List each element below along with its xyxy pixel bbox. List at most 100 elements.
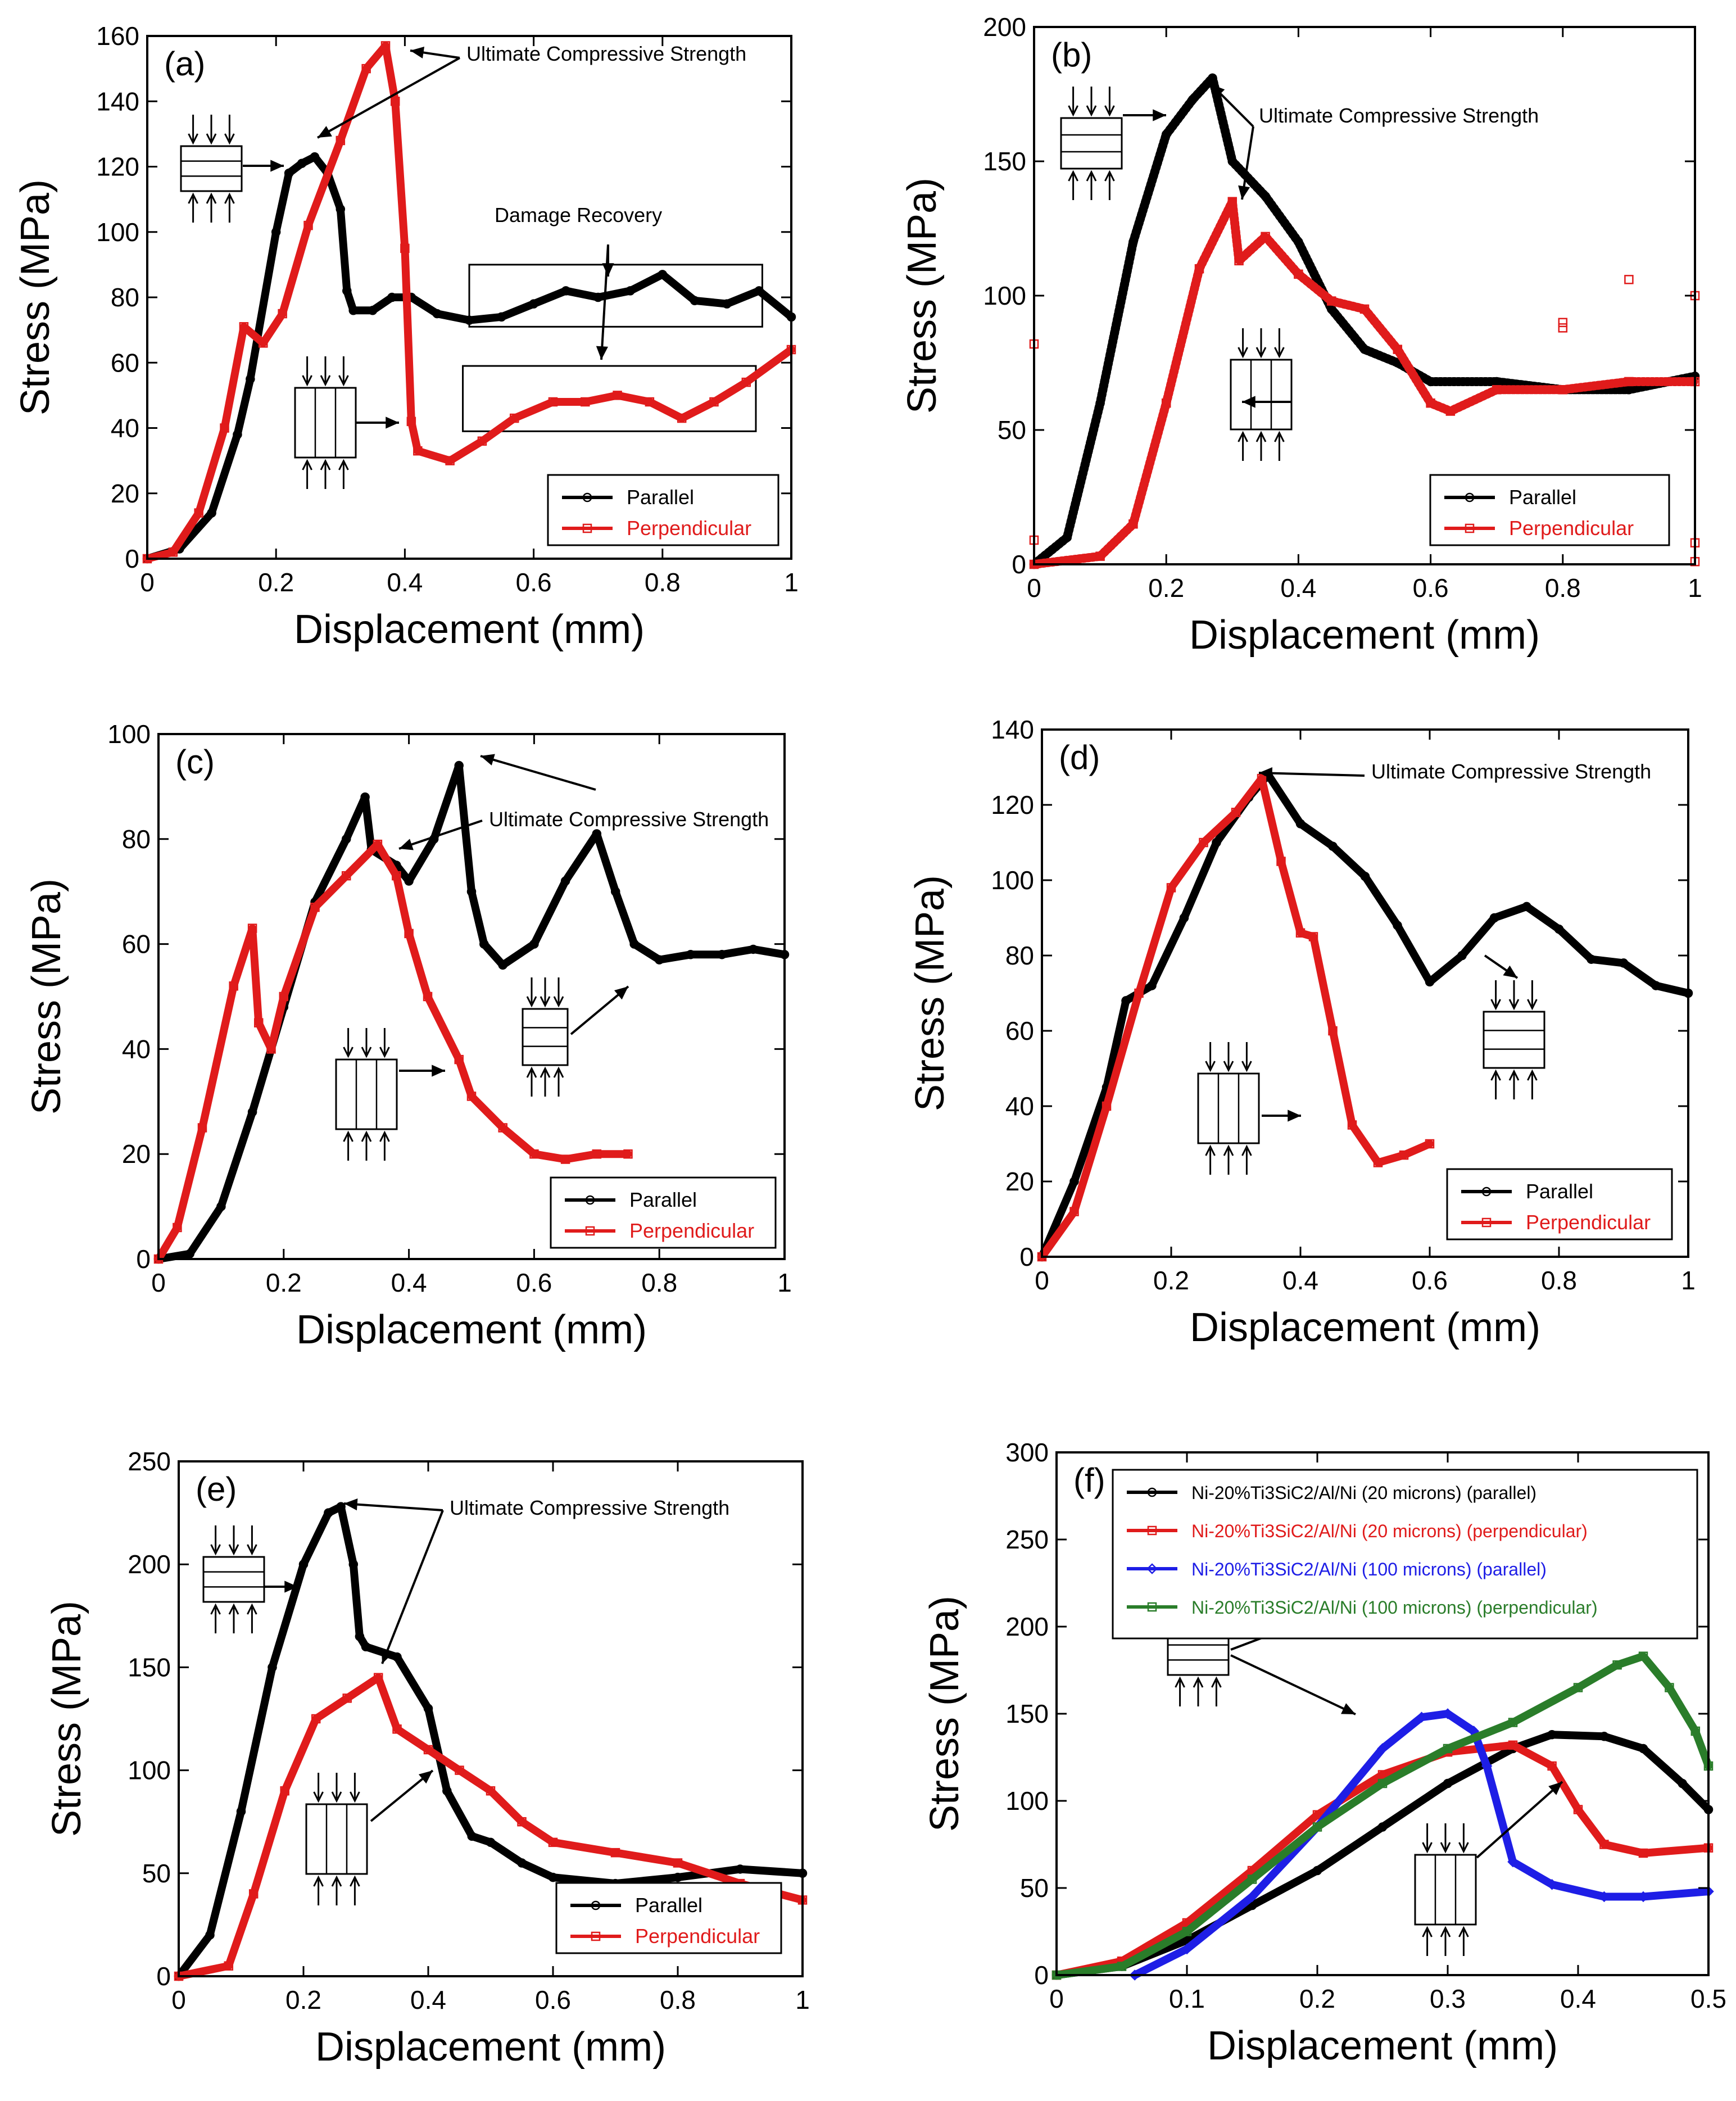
data-marker	[1690, 1726, 1701, 1736]
x-axis-label: Displacement (mm)	[296, 1307, 647, 1352]
arrowhead	[1259, 767, 1273, 780]
data-marker	[1587, 954, 1596, 964]
x-tick-label: 0.3	[1430, 1984, 1466, 2013]
panel-label: (f)	[1073, 1461, 1105, 1499]
chart-panel-c: 0 0.2 0.4 0.6 0.8 1 0 20 40 60 80 100 Displacement (…	[24, 719, 792, 1352]
data-marker	[348, 1559, 359, 1569]
x-tick-label: 0.6	[1412, 1266, 1448, 1295]
arrowhead	[228, 1544, 239, 1556]
data-marker	[560, 876, 570, 886]
data-marker	[404, 876, 414, 886]
data-marker	[658, 270, 668, 279]
arrowhead	[1086, 105, 1097, 117]
data-marker	[1599, 1732, 1609, 1741]
x-tick-label: 0	[171, 1985, 186, 2014]
arrowhead	[1153, 109, 1166, 121]
arrowhead	[1104, 105, 1115, 117]
data-marker	[1069, 1176, 1079, 1187]
arrowhead	[1440, 1926, 1451, 1937]
data-marker	[361, 64, 371, 74]
arrowhead	[361, 1047, 372, 1058]
plot-frame	[157, 733, 786, 1260]
annotation-arrow	[398, 819, 483, 850]
data-marker	[1347, 1120, 1357, 1130]
x-tick-label: 0	[1027, 573, 1041, 603]
data-marker	[280, 1786, 289, 1796]
series-line-ni-20-ti3sic2-al-ni-20-microns-parallel-	[1053, 1731, 1712, 1979]
x-tick-label: 0.2	[285, 1985, 321, 2014]
data-marker	[355, 1632, 365, 1641]
data-marker	[1425, 977, 1435, 987]
data-marker	[1489, 913, 1499, 923]
y-tick-label: 40	[122, 1034, 151, 1063]
data-marker	[1121, 996, 1131, 1006]
data-marker	[1231, 808, 1241, 817]
chart-panel-f: 0 0.1 0.2 0.3 0.4 0.5 0 50 100 150 200 250 300 Displa…	[922, 1438, 1726, 2068]
data-marker	[625, 286, 635, 296]
data-marker	[686, 950, 696, 959]
data-marker	[248, 1889, 259, 1899]
data-marker	[497, 312, 506, 322]
y-tick-label: 50	[998, 415, 1026, 445]
data-marker	[722, 299, 732, 309]
arrowhead	[318, 126, 332, 138]
legend-label: Perpendicular	[635, 1925, 760, 1948]
data-marker	[373, 839, 383, 849]
arrowhead	[350, 1791, 360, 1803]
data-marker	[591, 1900, 601, 1910]
legend-box	[1429, 474, 1670, 546]
data-marker	[1295, 928, 1306, 938]
data-marker	[279, 991, 289, 1002]
data-marker	[1161, 398, 1171, 408]
arrowhead	[526, 1066, 537, 1078]
y-tick-label: 100	[96, 218, 139, 247]
data-marker	[629, 939, 639, 949]
x-tick-label: 0.4	[1282, 1266, 1318, 1295]
arrowhead	[1548, 1782, 1562, 1795]
data-marker	[1442, 1708, 1453, 1719]
specimen-schematic-icon	[305, 1773, 368, 1905]
data-marker	[1393, 921, 1402, 930]
legend-box	[550, 1176, 777, 1249]
y-tick-label: 0	[136, 1244, 151, 1274]
y-tick-label: 100	[1005, 1786, 1049, 1815]
arrowhead	[1422, 1926, 1433, 1937]
arrowhead	[313, 1791, 324, 1803]
data-marker	[479, 939, 489, 949]
data-marker	[1129, 1969, 1140, 1981]
data-marker	[1507, 1856, 1519, 1868]
x-tick-label: 0	[140, 568, 155, 597]
data-marker	[560, 1154, 570, 1164]
annotation-arrow	[1476, 1781, 1563, 1859]
data-marker	[1360, 872, 1370, 881]
arrowhead	[1503, 965, 1517, 978]
data-marker	[442, 1786, 452, 1796]
data-marker	[1062, 532, 1072, 542]
y-tick-label: 100	[983, 281, 1026, 310]
annotation-arrow	[480, 755, 596, 791]
data-marker	[454, 1054, 464, 1065]
data-marker	[477, 436, 487, 446]
data-marker	[298, 1559, 309, 1569]
annotation-arrow	[343, 1502, 443, 1511]
x-tick-label: 0.4	[410, 1985, 446, 2014]
arrowhead	[224, 133, 235, 145]
series-line-ni-20-ti3sic2-al-ni-100-microns-parallel-	[1131, 1710, 1712, 1979]
y-tick-label: 60	[111, 348, 139, 377]
legend-label: Parallel	[1526, 1180, 1593, 1203]
data-marker	[1426, 398, 1435, 408]
data-marker	[467, 1831, 477, 1841]
arrowhead	[1068, 170, 1078, 182]
series-line-perpendicular	[143, 42, 795, 563]
data-marker	[1261, 232, 1270, 242]
annotation-damage-recovery: Damage Recovery	[495, 203, 662, 227]
arrowhead	[338, 375, 349, 387]
data-marker	[220, 423, 229, 433]
legend-label: Ni-20%Ti3SiC2/Al/Ni (20 microns) (parall…	[1191, 1483, 1536, 1503]
arrowhead	[596, 346, 608, 360]
y-axis-label: Stress (MPa)	[24, 879, 69, 1115]
y-tick-label: 20	[1005, 1167, 1034, 1196]
data-marker	[303, 220, 313, 230]
data-marker	[1146, 1563, 1158, 1574]
annotation-ucs: Ultimate Compressive Strength	[1259, 104, 1539, 127]
